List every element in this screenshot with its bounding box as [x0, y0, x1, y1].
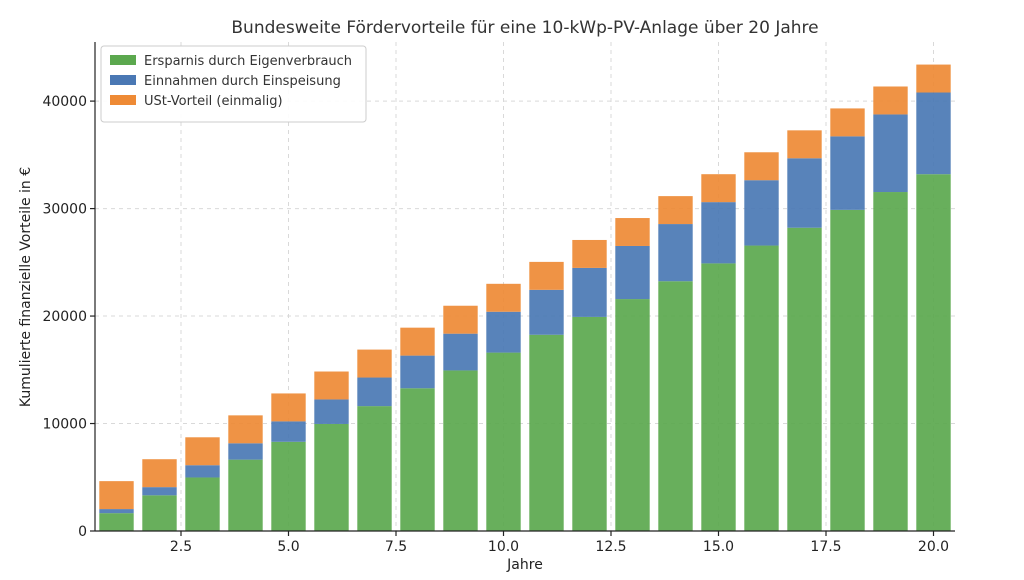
bar-segment-series-1: [99, 513, 134, 531]
bar-segment-series-2: [314, 399, 349, 424]
bar-segment-series-2: [744, 180, 779, 246]
y-tick-label: 0: [78, 524, 87, 540]
legend: Ersparnis durch Eigenverbrauch Einnahmen …: [100, 45, 367, 123]
x-tick-label: 20.0: [918, 539, 949, 555]
bar-segment-series-2: [787, 158, 822, 228]
bar-segment-series-2: [658, 224, 693, 282]
bar-segment-series-3: [916, 64, 951, 93]
x-axis-label: Jahre: [506, 557, 543, 573]
bar-segment-series-3: [142, 459, 177, 488]
bar-segment-series-2: [357, 377, 392, 407]
bar-segment-series-3: [185, 437, 220, 466]
bar-segment-series-3: [228, 415, 263, 444]
bar-segment-series-2: [443, 333, 478, 371]
bar-segment-series-3: [658, 196, 693, 225]
legend-box: [100, 45, 367, 123]
bar-segment-series-2: [916, 92, 951, 175]
x-tick-label: 17.5: [810, 539, 841, 555]
bar-segment-series-1: [529, 334, 564, 531]
bar-segment-series-1: [357, 406, 392, 531]
bar-segment-series-1: [486, 352, 521, 531]
bar-segment-series-1: [744, 245, 779, 531]
bar-segment-series-2: [873, 114, 908, 193]
x-tick-label: 10.0: [488, 539, 519, 555]
bar-segment-series-3: [400, 327, 435, 356]
tick-labels: 0 10000 20000 30000 40000 2.5 5.0 7.5 10.0 12.5 15…: [42, 94, 949, 555]
bar-segment-series-3: [99, 481, 134, 510]
legend-label: USt-Vorteil (einmalig): [144, 94, 283, 109]
bar-segment-series-2: [228, 443, 263, 460]
bars: [99, 64, 951, 532]
bar-segment-series-1: [271, 441, 306, 531]
bar-segment-series-1: [916, 174, 951, 531]
bar-segment-series-2: [486, 311, 521, 353]
bar-segment-series-1: [830, 209, 865, 532]
chart-title: Bundesweite Fördervorteile für eine 10-k…: [231, 18, 818, 38]
bar-segment-series-2: [615, 245, 650, 300]
bar-segment-series-3: [701, 174, 736, 203]
bar-segment-series-1: [701, 263, 736, 531]
x-tick-label: 2.5: [170, 539, 192, 555]
legend-swatch: [110, 55, 136, 65]
y-tick-label: 10000: [42, 417, 87, 433]
bar-segment-series-2: [529, 289, 564, 335]
bar-segment-series-1: [615, 299, 650, 531]
bar-segment-series-2: [830, 136, 865, 210]
legend-label: Ersparnis durch Eigenverbrauch: [144, 54, 352, 69]
bar-segment-series-3: [443, 305, 478, 334]
bar-segment-series-2: [99, 509, 134, 514]
bar-segment-series-1: [658, 281, 693, 531]
bar-segment-series-3: [615, 218, 650, 246]
bar-segment-series-1: [185, 477, 220, 531]
legend-swatch: [110, 75, 136, 85]
bar-segment-series-3: [529, 261, 564, 290]
legend-label: Einnahmen durch Einspeisung: [144, 74, 341, 89]
bar-segment-series-2: [701, 202, 736, 264]
bar-segment-series-2: [572, 267, 607, 317]
bar-segment-series-1: [400, 388, 435, 531]
x-tick-label: 12.5: [595, 539, 626, 555]
bar-segment-series-2: [185, 465, 220, 478]
x-tick-label: 15.0: [703, 539, 734, 555]
bar-segment-series-3: [830, 108, 865, 137]
bar-segment-series-3: [271, 393, 306, 422]
legend-swatch: [110, 95, 136, 105]
bar-segment-series-1: [572, 316, 607, 531]
bar-segment-series-1: [873, 192, 908, 531]
x-tick-label: 5.0: [277, 539, 299, 555]
bar-segment-series-3: [572, 239, 607, 268]
bar-segment-series-1: [787, 227, 822, 531]
y-axis-label: Kumulierte finanzielle Vorteile in €: [18, 167, 34, 407]
bar-segment-series-3: [357, 349, 392, 378]
bar-segment-series-2: [142, 487, 177, 496]
y-tick-label: 40000: [42, 94, 87, 110]
y-tick-label: 30000: [42, 202, 87, 218]
axes: [90, 42, 955, 536]
bar-segment-series-1: [314, 423, 349, 531]
bar-segment-series-3: [873, 86, 908, 115]
bar-segment-series-3: [787, 130, 822, 159]
bar-segment-series-1: [443, 370, 478, 531]
bar-segment-series-3: [744, 152, 779, 181]
bar-segment-series-1: [228, 459, 263, 531]
bar-segment-series-3: [314, 371, 349, 400]
y-tick-label: 20000: [42, 309, 87, 325]
x-tick-label: 7.5: [385, 539, 407, 555]
bar-segment-series-2: [400, 355, 435, 389]
bar-segment-series-1: [142, 495, 177, 531]
bar-segment-series-2: [271, 421, 306, 442]
bar-segment-series-3: [486, 283, 521, 312]
